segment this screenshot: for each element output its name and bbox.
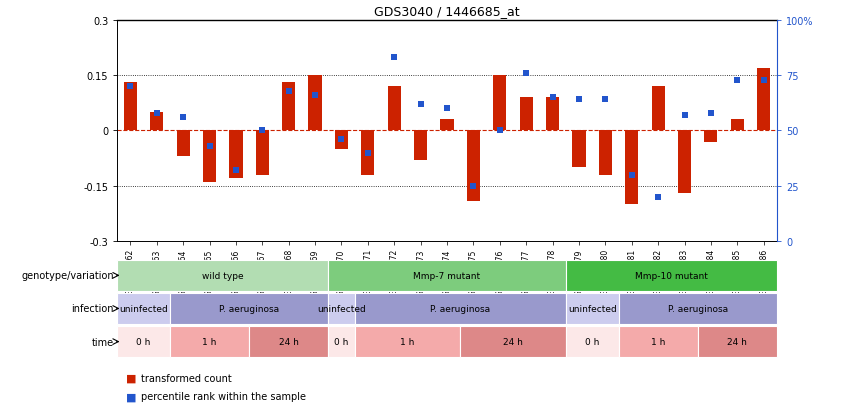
Bar bbox=[203, 131, 216, 183]
Text: 0 h: 0 h bbox=[136, 337, 151, 346]
Point bbox=[255, 128, 269, 135]
Point bbox=[678, 112, 692, 119]
Bar bbox=[566, 293, 619, 324]
Bar bbox=[170, 326, 249, 357]
Bar bbox=[698, 326, 777, 357]
Bar bbox=[414, 131, 427, 161]
Text: time: time bbox=[92, 337, 114, 347]
Bar bbox=[170, 293, 328, 324]
Bar bbox=[124, 83, 137, 131]
Bar bbox=[625, 131, 638, 205]
Bar bbox=[117, 260, 328, 291]
Text: uninfected: uninfected bbox=[317, 304, 365, 313]
Bar bbox=[282, 83, 295, 131]
Bar bbox=[467, 131, 480, 201]
Bar bbox=[355, 326, 460, 357]
Bar bbox=[731, 120, 744, 131]
Bar bbox=[704, 131, 718, 142]
Bar bbox=[460, 326, 566, 357]
Bar bbox=[652, 87, 665, 131]
Bar bbox=[572, 131, 586, 168]
Point bbox=[176, 114, 190, 121]
Point bbox=[202, 143, 216, 150]
Text: Mmp-7 mutant: Mmp-7 mutant bbox=[413, 271, 481, 280]
Point bbox=[308, 93, 322, 99]
Bar bbox=[619, 326, 698, 357]
Text: ■: ■ bbox=[126, 373, 136, 383]
Bar bbox=[546, 98, 559, 131]
Text: uninfected: uninfected bbox=[568, 304, 616, 313]
Bar bbox=[117, 326, 170, 357]
Bar bbox=[229, 131, 242, 179]
Point bbox=[414, 101, 428, 108]
Point bbox=[704, 110, 718, 117]
Bar bbox=[335, 131, 348, 150]
Title: GDS3040 / 1446685_at: GDS3040 / 1446685_at bbox=[374, 5, 520, 18]
Bar bbox=[757, 69, 770, 131]
Bar bbox=[256, 131, 269, 176]
Point bbox=[519, 70, 533, 77]
Text: 0 h: 0 h bbox=[334, 337, 349, 346]
Point bbox=[150, 110, 164, 117]
Point bbox=[730, 77, 744, 83]
Text: 0 h: 0 h bbox=[585, 337, 599, 346]
Point bbox=[493, 128, 507, 135]
Bar bbox=[361, 131, 374, 176]
Text: genotype/variation: genotype/variation bbox=[21, 271, 114, 281]
Bar bbox=[678, 131, 691, 194]
Bar bbox=[328, 293, 355, 324]
Point bbox=[572, 97, 586, 104]
Text: percentile rank within the sample: percentile rank within the sample bbox=[141, 392, 306, 401]
Text: Mmp-10 mutant: Mmp-10 mutant bbox=[635, 271, 707, 280]
Point bbox=[361, 150, 375, 157]
Text: ■: ■ bbox=[126, 392, 136, 401]
Bar bbox=[388, 87, 401, 131]
Text: 24 h: 24 h bbox=[279, 337, 299, 346]
Point bbox=[123, 83, 137, 90]
Text: transformed count: transformed count bbox=[141, 373, 233, 383]
Text: uninfected: uninfected bbox=[119, 304, 168, 313]
Text: infection: infection bbox=[71, 304, 114, 314]
Bar bbox=[493, 76, 506, 131]
Point bbox=[387, 55, 401, 62]
Bar bbox=[176, 131, 190, 157]
Bar bbox=[117, 293, 170, 324]
Bar bbox=[599, 131, 612, 176]
Bar bbox=[355, 293, 566, 324]
Bar bbox=[150, 113, 163, 131]
Bar bbox=[619, 293, 777, 324]
Text: 1 h: 1 h bbox=[202, 337, 217, 346]
Point bbox=[625, 172, 639, 179]
Point bbox=[757, 77, 771, 83]
Text: 24 h: 24 h bbox=[727, 337, 747, 346]
Point bbox=[598, 97, 612, 104]
Point bbox=[229, 168, 243, 174]
Bar bbox=[328, 260, 566, 291]
Text: 24 h: 24 h bbox=[503, 337, 523, 346]
Text: P. aeruginosa: P. aeruginosa bbox=[219, 304, 279, 313]
Point bbox=[466, 183, 480, 190]
Text: P. aeruginosa: P. aeruginosa bbox=[667, 304, 727, 313]
Bar bbox=[440, 120, 454, 131]
Point bbox=[282, 88, 296, 95]
Bar bbox=[308, 76, 322, 131]
Text: wild type: wild type bbox=[202, 271, 244, 280]
Text: 1 h: 1 h bbox=[651, 337, 665, 346]
Point bbox=[334, 137, 348, 143]
Text: P. aeruginosa: P. aeruginosa bbox=[431, 304, 490, 313]
Text: 1 h: 1 h bbox=[400, 337, 415, 346]
Bar bbox=[249, 326, 328, 357]
Bar bbox=[520, 98, 533, 131]
Point bbox=[651, 194, 665, 201]
Bar bbox=[566, 326, 619, 357]
Bar bbox=[566, 260, 777, 291]
Point bbox=[546, 95, 560, 101]
Point bbox=[440, 106, 454, 112]
Bar bbox=[328, 326, 355, 357]
